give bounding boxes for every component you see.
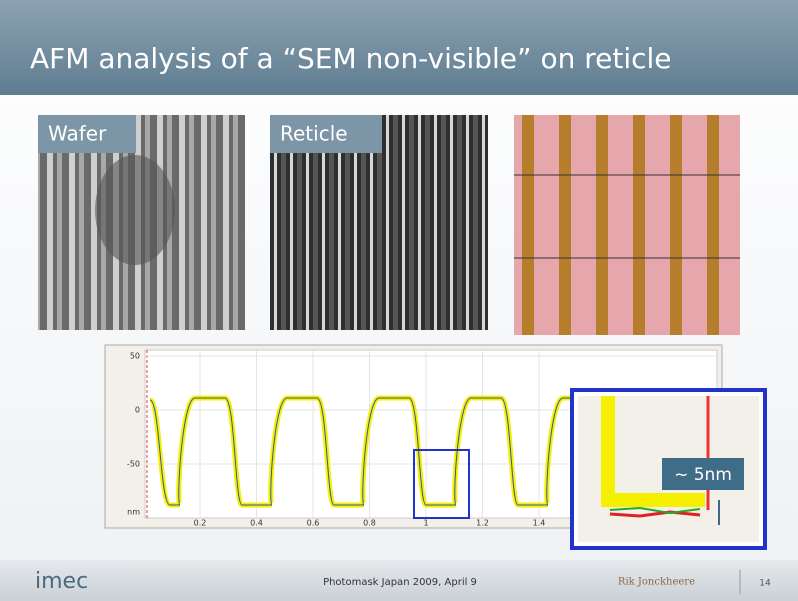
afm-image <box>514 115 740 335</box>
page-number: 14 <box>759 579 771 589</box>
title: AFM analysis of a “SEM non-visible” on r… <box>30 42 672 75</box>
x-tick-label: 0.4 <box>250 519 263 528</box>
x-tick-label: 0.6 <box>307 519 320 528</box>
y-tick-label: 0 <box>135 406 140 415</box>
wafer-defect <box>95 155 175 265</box>
reticle-label: Reticle <box>280 122 348 146</box>
author: Rik Jonckheere <box>618 577 695 588</box>
x-tick-label: 1.2 <box>476 519 489 528</box>
x-tick-label: 0.2 <box>194 519 207 528</box>
x-tick-label: 1 <box>423 519 428 528</box>
logo: imec <box>35 569 88 594</box>
y-tick-label: -50 <box>127 460 140 469</box>
event: Photomask Japan 2009, April 9 <box>323 577 477 588</box>
page: AFM analysis of a “SEM non-visible” on r… <box>0 0 798 601</box>
annotation: ~ 5nm <box>674 465 732 485</box>
wafer-label: Wafer <box>48 122 107 146</box>
x-tick-label: 0.8 <box>363 519 376 528</box>
slide: AFM analysis of a “SEM non-visible” on r… <box>0 0 798 601</box>
y-tick-label: nm <box>127 508 140 517</box>
y-tick-label: 50 <box>130 352 140 361</box>
x-tick-label: 1.4 <box>533 519 546 528</box>
